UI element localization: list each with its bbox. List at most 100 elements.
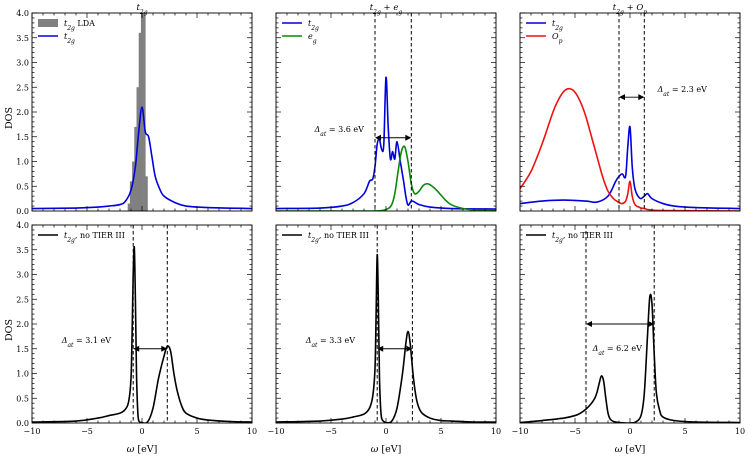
y-axis-label: DOS xyxy=(4,107,15,129)
y-tick-label: 3.5 xyxy=(16,34,29,43)
y-tick-label: 2.0 xyxy=(16,108,29,117)
y-tick-label: 4.0 xyxy=(16,9,29,18)
x-tick-label: −10 xyxy=(24,427,41,436)
y-tick-label: 0.5 xyxy=(16,182,29,191)
plot-area xyxy=(276,253,496,423)
legend-swatch xyxy=(38,19,58,27)
y-tick-label: 0.0 xyxy=(16,419,29,428)
plot-area xyxy=(32,13,252,211)
series-line-blue xyxy=(32,106,252,210)
legend-label: t2g, no TIER III xyxy=(64,231,125,244)
x-tick-label: −5 xyxy=(325,427,337,436)
chart-panel-4: Δat = 3.1 eV −10 −5 0 5 10 0.0 0.5 1.0 1.5 2.0 2.5 3… xyxy=(16,221,257,436)
x-tick-label: 10 xyxy=(735,427,745,436)
y-tick-label: 2.5 xyxy=(16,295,29,304)
y-tick-label: 0.5 xyxy=(16,394,29,403)
arrow-head-right xyxy=(638,94,645,101)
legend-label: t2g LDA xyxy=(64,19,95,32)
y-tick-label: 3.0 xyxy=(16,59,29,68)
y-tick-label: 0.0 xyxy=(16,207,29,216)
y-tick-label: 3.0 xyxy=(16,271,29,280)
axes-frame xyxy=(31,224,253,424)
x-tick-label: 10 xyxy=(491,427,501,436)
legend-label: t2g xyxy=(64,32,75,45)
x-tick-label: −5 xyxy=(81,427,93,436)
gap-annotation: Δat = 6.2 eV xyxy=(592,344,643,357)
x-tick-label: −10 xyxy=(268,427,285,436)
chart-panel-5: Δat = 3.3 eV −10 −5 0 5 10 t2g, no TIER III xyxy=(268,224,501,436)
y-tick-label: 2.5 xyxy=(16,83,29,92)
panel-title: t2g xyxy=(136,3,147,16)
legend: t2g, no TIER III xyxy=(526,231,613,244)
chart-panel-6: Δat = 6.2 eV −10 −5 0 5 10 t2g, no TIER III xyxy=(512,224,745,436)
x-tick-label: 0 xyxy=(139,427,144,436)
x-tick-label: 0 xyxy=(383,427,388,436)
gap-annotation: Δat = 3.6 eV xyxy=(314,125,365,138)
arrow-head-left xyxy=(586,321,592,327)
y-tick-label: 1.5 xyxy=(16,133,29,142)
series-line-blue xyxy=(276,76,496,210)
x-axis-label: ω [eV] xyxy=(127,444,158,455)
x-axis-label: ω [eV] xyxy=(371,444,402,455)
x-axis-label: ω [eV] xyxy=(615,444,646,455)
x-tick-label: 5 xyxy=(682,427,687,436)
histogram-bar xyxy=(143,13,146,211)
series-line-black xyxy=(32,245,252,423)
plot-area xyxy=(520,293,740,423)
y-tick-label: 1.5 xyxy=(16,345,29,354)
y-axis-label: DOS xyxy=(4,319,15,341)
arrow-head-left xyxy=(377,345,384,352)
arrow-head-right xyxy=(161,345,168,352)
x-tick-label: −5 xyxy=(569,427,581,436)
axes-frame xyxy=(275,12,497,212)
histogram-bar xyxy=(129,181,133,211)
series-line-blue xyxy=(520,125,740,210)
arrow-head-right xyxy=(648,321,655,327)
x-tick-label: 10 xyxy=(247,427,257,436)
x-tick-label: 0 xyxy=(627,427,632,436)
histogram-bar xyxy=(127,203,131,211)
legend-label: t2g, no TIER III xyxy=(308,231,369,244)
histogram-bar xyxy=(145,176,148,211)
legend-label: eg xyxy=(308,32,317,45)
y-tick-label: 4.0 xyxy=(16,221,29,230)
x-tick-label: −10 xyxy=(512,427,529,436)
histogram-bar xyxy=(140,13,144,211)
x-tick-label: 5 xyxy=(438,427,443,436)
axes-frame xyxy=(275,224,497,424)
gap-annotation: Δat = 3.3 eV xyxy=(305,336,356,349)
y-tick-label: 1.0 xyxy=(16,158,29,167)
plot-area xyxy=(32,245,252,423)
arrow-head-right xyxy=(406,345,413,352)
y-tick-label: 3.5 xyxy=(16,246,29,255)
plot-area xyxy=(276,76,496,211)
y-tick-label: 2.0 xyxy=(16,320,29,329)
arrow-head-left xyxy=(375,134,381,141)
legend: t2g, no TIER III xyxy=(38,231,125,244)
series-line-black xyxy=(520,293,740,423)
y-tick-label: 1.0 xyxy=(16,370,29,379)
x-tick-label: 5 xyxy=(194,427,199,436)
series-line-black xyxy=(276,253,496,423)
legend: t2g, no TIER III xyxy=(282,231,369,244)
plot-area xyxy=(520,87,740,211)
series-line-red xyxy=(520,87,740,211)
arrow-head-right xyxy=(405,134,412,141)
legend-label: t2g, no TIER III xyxy=(552,231,613,244)
histogram-bar xyxy=(132,161,135,211)
arrow-head-left xyxy=(133,345,140,352)
series-line-green xyxy=(276,145,496,211)
legend-label: t2g xyxy=(552,19,563,32)
arrow-head-left xyxy=(619,94,625,101)
legend-label: t2g xyxy=(308,19,319,32)
legend-label: Op xyxy=(552,32,563,45)
gap-annotation: Δat = 2.3 eV xyxy=(657,85,708,98)
gap-annotation: Δat = 3.1 eV xyxy=(61,336,112,349)
